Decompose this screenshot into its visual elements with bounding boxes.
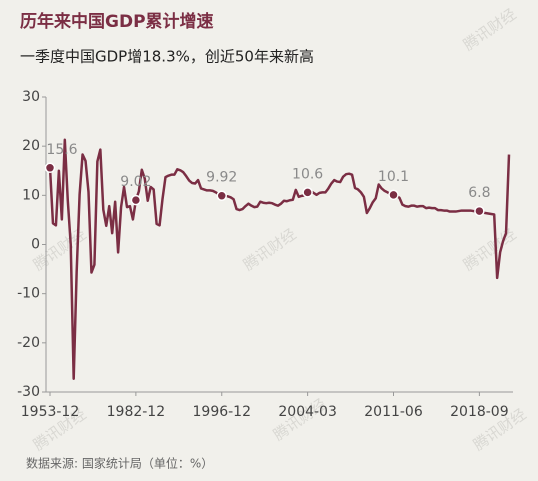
chart-title: 历年来中国GDP累计增速 [20, 11, 214, 32]
x-tick-label: 1953-12 [21, 404, 80, 420]
y-tick-label: 30 [22, 89, 40, 105]
value-label: 9.02 [120, 174, 151, 190]
y-tick-label: 20 [22, 138, 40, 154]
highlight-point [474, 205, 485, 217]
highlight-point [302, 187, 313, 198]
chart-subtitle: 一季度中国GDP增18.3%，创近50年来新高 [20, 48, 314, 66]
value-label: 10.6 [292, 166, 323, 182]
highlight-point [216, 190, 228, 201]
highlight-point [388, 189, 399, 201]
x-tick-label: 1982-12 [107, 404, 166, 420]
value-label: 10.1 [378, 169, 409, 185]
y-tick-label: -30 [17, 384, 40, 400]
value-label: 6.8 [468, 185, 490, 201]
source-note: 数据来源: 国家统计局（单位：%） [26, 456, 213, 471]
highlight-point [44, 162, 56, 174]
y-tick-label: -10 [17, 286, 40, 302]
x-tick-label: 2011-06 [364, 404, 423, 420]
highlight-point [130, 194, 142, 206]
data-line [48, 138, 511, 380]
value-label: 15.6 [46, 142, 77, 158]
y-tick-label: -20 [17, 335, 40, 351]
value-label: 9.92 [206, 170, 237, 186]
x-tick-label: 1996-12 [193, 404, 252, 420]
y-tick-label: 0 [31, 237, 40, 253]
x-tick-label: 2018-09 [450, 404, 509, 420]
y-tick-label: 10 [22, 187, 40, 203]
x-tick-label: 2004-03 [278, 404, 337, 420]
